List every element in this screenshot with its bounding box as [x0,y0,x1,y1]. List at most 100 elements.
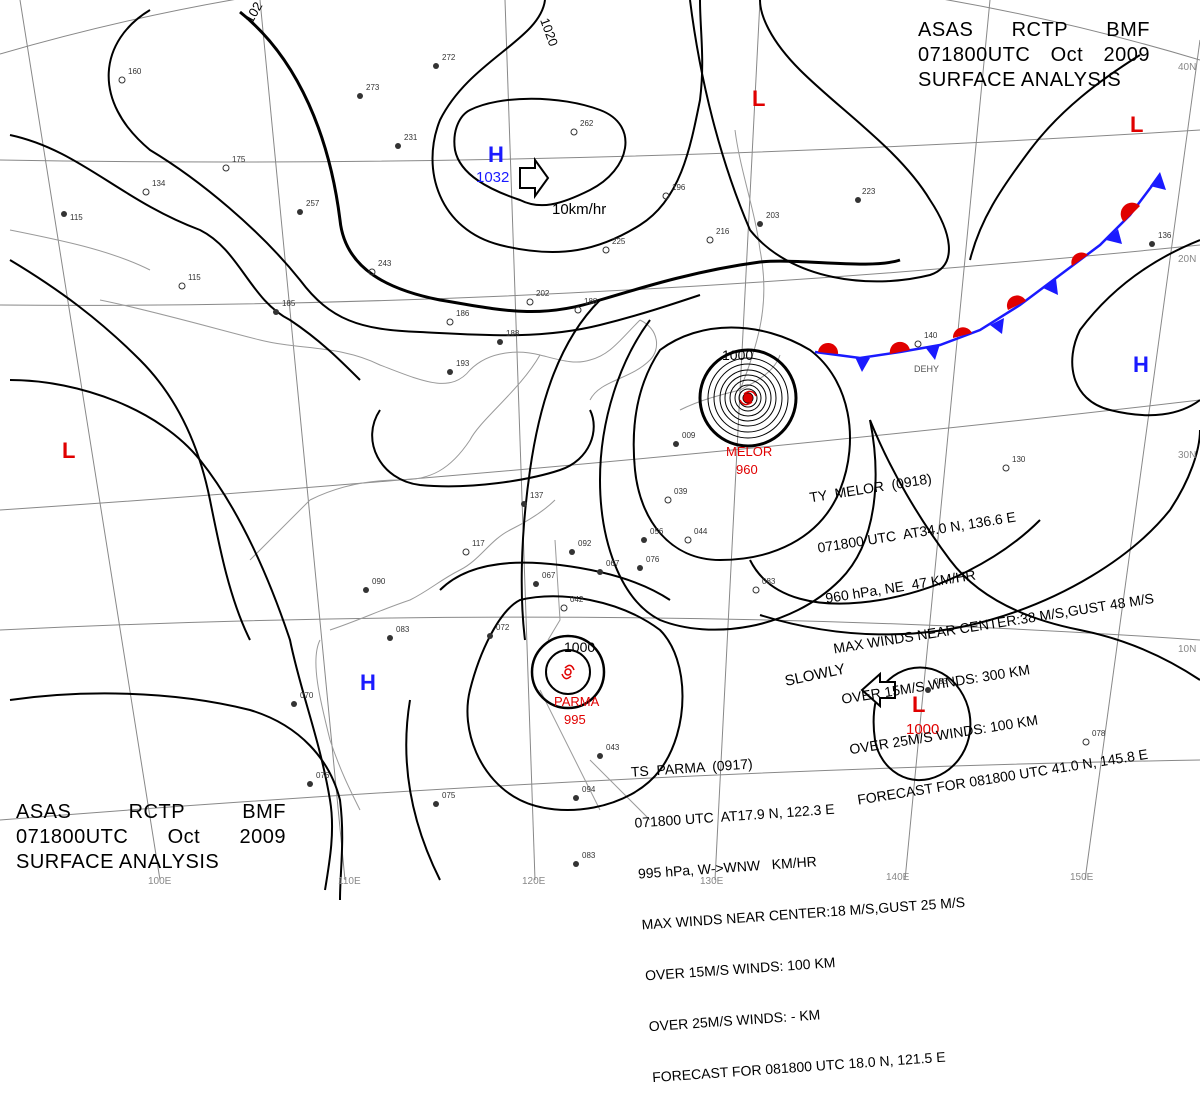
cold-front-marker [855,357,870,372]
isobar [734,384,762,412]
coastlines [9,129,781,821]
chart-header-top: ASAS RCTP BMF 071800UTC Oct 2009 SURFACE ANA… [918,18,1150,93]
low-center-label: L [752,86,765,111]
station-plot: 188 [497,329,520,345]
station-plot: 067 [597,559,620,575]
isobar-label: 1000 [722,347,753,363]
svg-text:090: 090 [372,577,386,586]
typhoon-symbol-icon [739,390,757,406]
svg-text:075: 075 [442,791,456,800]
isobar [431,0,704,254]
isobar [9,259,251,641]
station-plot: 262 [570,119,594,136]
station-plot: 193 [447,359,470,375]
isobar [742,392,754,404]
station-plot: 196 [662,183,686,200]
lat-label: 20N [1178,254,1196,265]
header-time: 071800UTC [918,44,1031,66]
station-plot: 067 [533,571,556,587]
high-center-value: 1032 [476,169,509,186]
station-plot: 225 [602,237,626,254]
svg-text:188: 188 [584,297,598,306]
warm-front-marker [1120,202,1140,222]
cold-front-marker [1150,172,1166,190]
isobar [729,379,767,417]
svg-text:134: 134 [152,179,166,188]
svg-text:136: 136 [1158,231,1172,240]
svg-text:196: 196 [672,183,686,192]
svg-text:076: 076 [646,555,660,564]
station-plot: 076 [307,771,330,787]
svg-text:117: 117 [472,539,485,548]
isobar [107,9,701,337]
svg-text:009: 009 [682,431,696,440]
storm-parma-info: TS PARMA (0917) 071800 UTC AT17.9 N, 122… [628,707,977,1103]
svg-text:160: 160 [128,67,142,76]
isobar [724,374,772,422]
svg-text:083: 083 [934,677,948,686]
high-center-label: H [1133,352,1149,377]
typhoon-15ms-radius: OVER 15M/S WINDS: 300 KM [840,661,1031,707]
station-plot: 130 [1002,455,1026,472]
svg-text:044: 044 [694,527,708,536]
isobar [1071,239,1200,417]
svg-text:140: 140 [924,331,938,340]
storm-pressure-movement: 995 hPa, W->WNW KM/HR [637,853,818,882]
isobar-label: 1020 [537,16,561,48]
station-plot: 083 [573,851,596,867]
station-plot: 223 [855,187,876,203]
station-plot: 070 [291,691,314,707]
station-plot: 137 [521,491,544,507]
storm-name-melor: MELOR [726,444,772,459]
header-station: RCTP [128,801,186,823]
lat-label: 40N [1178,62,1196,73]
header-title: SURFACE ANALYSIS [16,851,220,873]
svg-text:056: 056 [650,527,664,536]
station-plot: 083 [925,677,948,693]
header-code: BMF [1106,19,1150,41]
low-center-label: L [912,692,925,717]
svg-text:094: 094 [582,785,596,794]
isobar [969,54,1141,261]
svg-text:273: 273 [366,83,380,92]
station-plot: 273 [357,83,380,99]
cold-front-marker [1043,279,1058,295]
cold-front-marker [990,318,1004,334]
storm-position: 071800 UTC AT17.9 N, 122.3 E [633,800,836,831]
svg-text:185: 185 [282,299,296,308]
warm-front-marker [889,341,910,354]
typhoon-title: TY MELOR (0918) [808,470,933,506]
station-plot: 202 [526,289,550,306]
typhoon-max-winds: MAX WINDS NEAR CENTER:38 M/S,GUST 48 M/S [832,589,1155,657]
station-plot: 117 [462,539,485,556]
station-plot: 044 [684,527,708,544]
pressure-centers: H 1032 H H L L L L 1000 [62,86,1149,738]
station-plot: 134 [142,179,166,196]
high-center-label: H [360,670,376,695]
warm-front-marker [1071,252,1088,266]
header-code: BMF [242,801,286,823]
storm-symbol-icon [561,664,575,680]
station-plot: 056 [641,527,664,543]
station-plot: 115 [178,273,201,290]
station-plot: 075 [433,791,456,807]
station-plot: 186 [446,309,470,326]
surface-analysis-map: H 1032 H H L L L L 1000 MELOR 960 PARMA … [0,0,1200,900]
movement-speed-label: 10km/hr [552,201,606,218]
station-plots: 160 134 115 175 257 273 231 272 262 196 … [61,53,1172,867]
svg-text:231: 231 [404,133,418,142]
svg-text:067: 067 [542,571,556,580]
isobar [869,419,1200,681]
isobar [9,692,344,900]
svg-text:186: 186 [456,309,470,318]
high-center-label: H [488,142,504,167]
chart-header-bottom: ASAS RCTP BMF 071800UTC Oct 2009 SURFACE ANA… [16,800,286,875]
station-plot: 203 [757,211,780,227]
station-plot: 216 [706,227,730,244]
isobar [689,0,950,283]
storm-15ms-radius: OVER 15M/S WINDS: 100 KM [644,954,836,984]
warm-front-marker [818,342,839,354]
svg-text:188: 188 [506,329,520,338]
isobar [632,326,851,562]
svg-text:137: 137 [530,491,544,500]
